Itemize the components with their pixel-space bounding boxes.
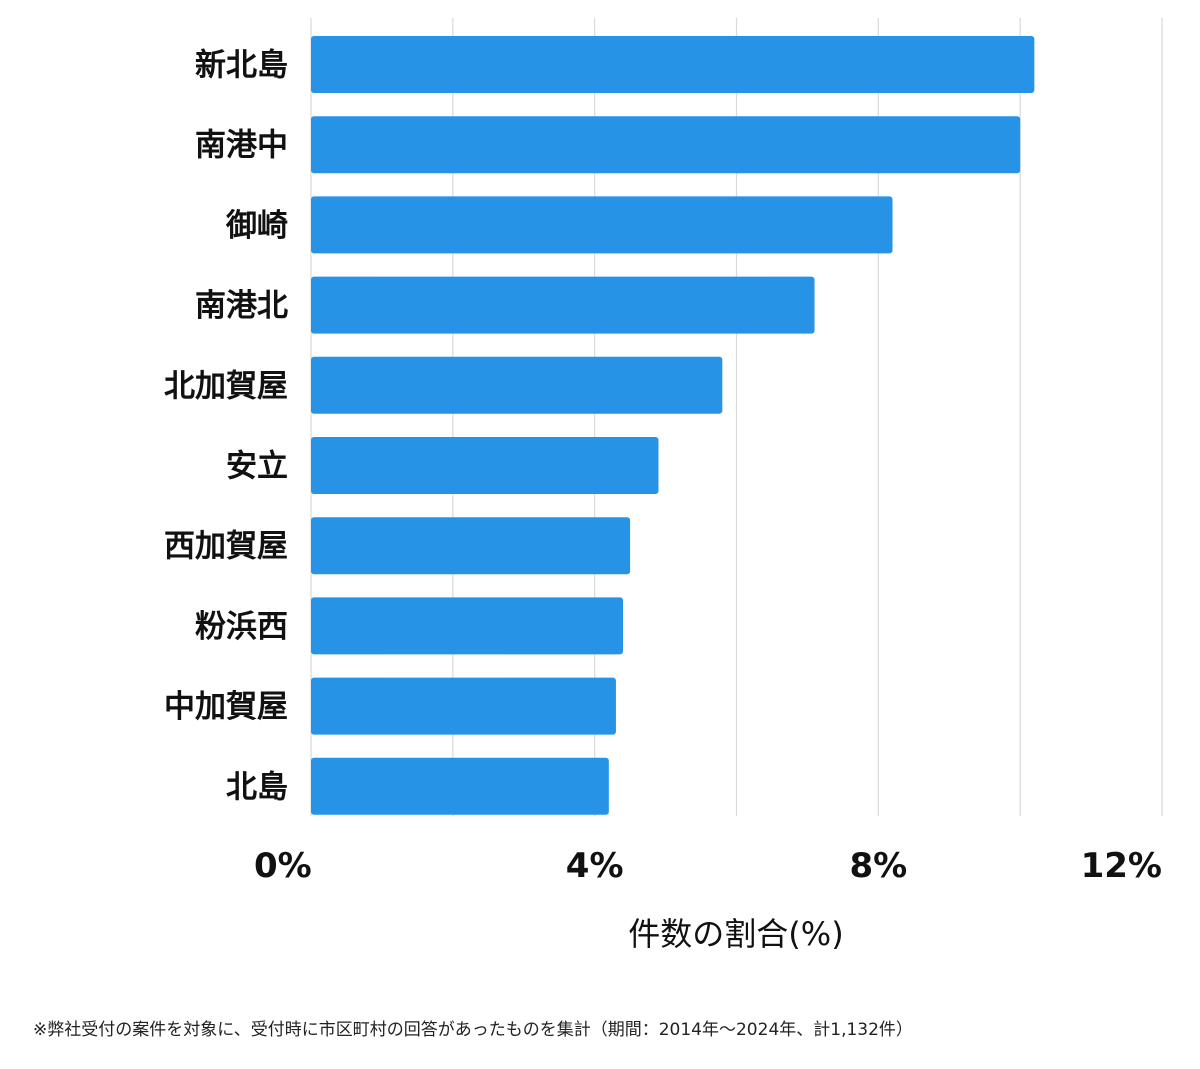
bar [311, 356, 723, 414]
category-label: 中加賀屋 [164, 689, 288, 725]
bar [311, 677, 616, 735]
x-tick-label: 12% [1081, 846, 1162, 886]
category-label: 安立 [226, 449, 288, 485]
category-label: 新北島 [195, 48, 288, 84]
category-label: 粉浜西 [195, 609, 288, 645]
footnote: ※弊社受付の案件を対象に、受付時に市区町村の回答があったものを集計（期間：201… [33, 1020, 913, 1040]
bar [311, 597, 624, 655]
bar [311, 517, 631, 575]
category-label: 南港中 [195, 128, 288, 164]
x-tick-label: 4% [566, 846, 624, 886]
category-label: 西加賀屋 [164, 529, 288, 565]
bar [311, 437, 659, 494]
category-label: 南港北 [195, 288, 288, 324]
x-axis-label: 件数の割合(%) [628, 915, 843, 953]
bar [311, 757, 609, 815]
bar [311, 196, 893, 254]
x-tick-labels: 0% 4% 8% 12% [254, 846, 1162, 886]
category-label: 北島 [226, 769, 288, 805]
category-label: 御崎 [225, 208, 288, 244]
category-label: 北加賀屋 [164, 368, 288, 404]
x-tick-label: 0% [254, 846, 312, 886]
x-tick-label: 8% [849, 846, 907, 886]
bar [311, 116, 1021, 174]
bar [311, 276, 815, 334]
bars [311, 36, 1035, 815]
bar [311, 36, 1035, 93]
